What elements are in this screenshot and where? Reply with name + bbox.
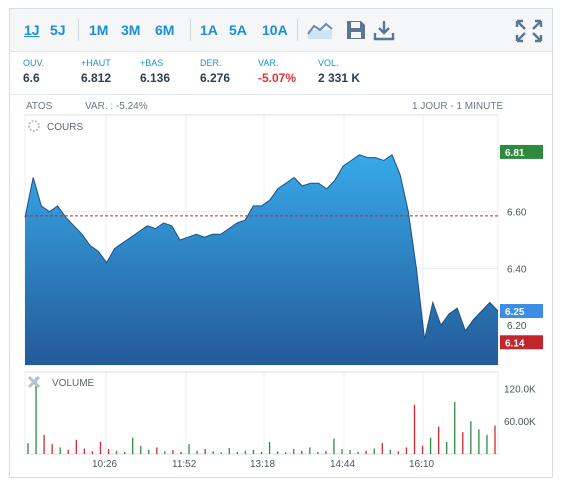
toolbar-divider bbox=[190, 19, 191, 41]
volume-tick-label: 60.00K bbox=[504, 417, 536, 428]
low-price-tag: 6.14 bbox=[505, 338, 525, 349]
last-price-tag-bg bbox=[500, 304, 543, 319]
stat-value: 2 331 K bbox=[318, 71, 361, 85]
price-panel: 6.40 6.60 6.20 COURS 6.81 6.25 6.14 bbox=[24, 114, 543, 366]
gear-icon-shape bbox=[28, 120, 40, 132]
line-chart-icon[interactable] bbox=[306, 18, 334, 42]
stat-low: +BAS 6.136 bbox=[140, 58, 170, 85]
stats-bar: OUV. 6.6 +HAUT 6.812 +BAS 6.136 DER. 6.2… bbox=[10, 52, 552, 95]
expand-icon[interactable] bbox=[514, 18, 544, 44]
close-icon[interactable] bbox=[27, 375, 41, 389]
time-tick-label: 13:18 bbox=[250, 459, 275, 470]
stat-label: +BAS bbox=[140, 58, 164, 68]
volume-title: VOLUME bbox=[52, 378, 95, 389]
tab-3m[interactable]: 3M bbox=[121, 22, 141, 38]
price-area bbox=[25, 154, 498, 365]
volume-tick-label: 120.0K bbox=[504, 384, 536, 395]
chart-widget: 1J 5J 1M 3M 6M 1A 5A 10A bbox=[9, 8, 553, 478]
time-axis: 10:26 11:52 13:18 14:44 16:10 bbox=[92, 459, 434, 470]
save-icon[interactable] bbox=[344, 18, 368, 42]
toolbar-divider bbox=[297, 19, 298, 41]
stat-volume: VOL. 2 331 K bbox=[318, 58, 360, 85]
time-tick-label: 14:44 bbox=[330, 459, 355, 470]
volume-plot-background bbox=[24, 371, 499, 455]
tab-1j[interactable]: 1J bbox=[24, 22, 40, 38]
toolbar-divider bbox=[78, 19, 79, 41]
time-tick-label: 10:26 bbox=[92, 459, 117, 470]
low-price-tag-bg bbox=[500, 335, 543, 350]
high-price-tag: 6.81 bbox=[505, 148, 525, 159]
price-title: COURS bbox=[47, 122, 83, 133]
price-tick-label: 6.40 bbox=[507, 264, 527, 275]
price-line bbox=[24, 154, 499, 340]
tab-5a[interactable]: 5A bbox=[229, 22, 247, 38]
stat-variation: VAR. -5.07% bbox=[258, 58, 296, 85]
stat-value: 6.276 bbox=[200, 71, 231, 85]
time-tick-label: 11:52 bbox=[172, 459, 197, 470]
high-price-tag-bg bbox=[500, 144, 543, 159]
tab-5j[interactable]: 5J bbox=[50, 22, 66, 38]
tab-10a[interactable]: 10A bbox=[262, 22, 288, 38]
stat-high: +HAUT 6.812 bbox=[81, 58, 111, 85]
toolbar: 1J 5J 1M 3M 6M 1A 5A 10A bbox=[10, 9, 552, 52]
variation-label: VAR. : -5.24% bbox=[85, 101, 148, 112]
price-tick-label: 6.20 bbox=[507, 321, 527, 332]
stat-last: DER. 6.276 bbox=[200, 58, 230, 85]
price-tick-label: 6.60 bbox=[507, 208, 527, 219]
volume-panel: 120.0K 60.00K VOLUME bbox=[24, 371, 536, 455]
tab-1m[interactable]: 1M bbox=[89, 22, 109, 38]
stat-value: -5.07% bbox=[258, 71, 297, 85]
download-icon[interactable] bbox=[372, 18, 396, 42]
tab-6m[interactable]: 6M bbox=[155, 22, 175, 38]
stat-label: OUV. bbox=[23, 58, 45, 68]
gear-icon[interactable] bbox=[28, 120, 40, 132]
tab-1a[interactable]: 1A bbox=[200, 22, 218, 38]
stat-label: VOL. bbox=[318, 58, 339, 68]
stat-label: DER. bbox=[200, 58, 222, 68]
stat-open: OUV. 6.6 bbox=[23, 58, 44, 85]
interval-label: 1 JOUR - 1 MINUTE bbox=[412, 101, 504, 112]
stat-label: +HAUT bbox=[81, 58, 111, 68]
chart-canvas: 6.40 6.60 6.20 COURS 6.81 6.25 6.14 120.0K 60.0… bbox=[24, 114, 543, 470]
stat-value: 6.6 bbox=[23, 71, 40, 85]
stat-value: 6.812 bbox=[81, 71, 112, 85]
last-price-tag: 6.25 bbox=[505, 307, 525, 318]
stat-label: VAR. bbox=[258, 58, 279, 68]
time-tick-label: 16:10 bbox=[409, 459, 434, 470]
stat-value: 6.136 bbox=[140, 71, 171, 85]
symbol-label: ATOS bbox=[26, 101, 53, 112]
close-icon-shape bbox=[27, 375, 41, 389]
